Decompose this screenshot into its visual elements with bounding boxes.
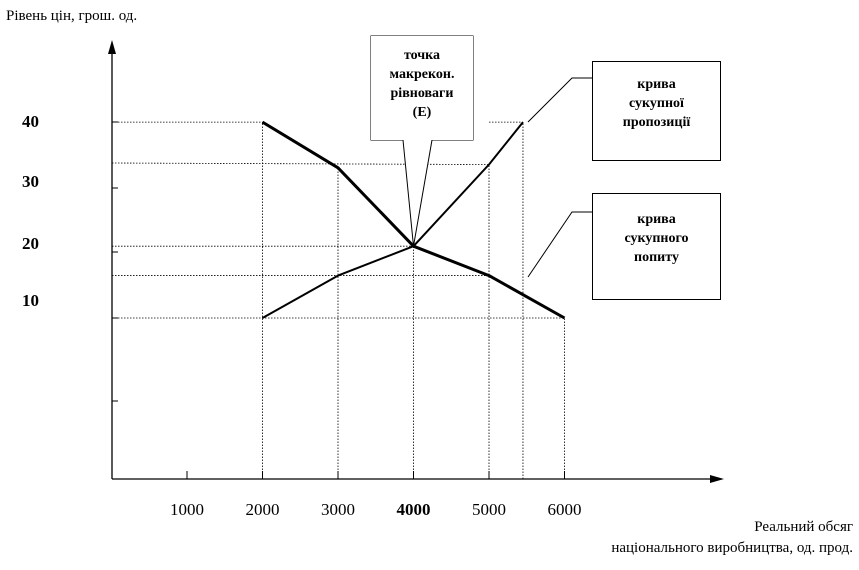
- x-tick-label: 3000: [321, 500, 355, 519]
- aggregate-supply-annotation-line: крива: [637, 77, 676, 92]
- aggregate-supply-curve: [262, 121, 524, 319]
- x-tick-label: 2000: [246, 500, 280, 519]
- equilibrium-annotation-line: (E): [412, 105, 432, 120]
- aggregate-demand-annotation-line: сукупного: [624, 231, 689, 246]
- tick-labels: 10 20 30 40 1000 2000 3000 4000 5000 6000: [22, 112, 582, 519]
- equilibrium-annotation: точка макрекон. рівноваги (E): [371, 36, 473, 140]
- x-tick-label: 1000: [170, 500, 204, 519]
- aggregate-demand-annotation: крива сукупного попиту: [592, 193, 721, 300]
- x-tick-label: 4000: [397, 500, 431, 519]
- aggregate-demand-pointer: [527, 211, 592, 278]
- equilibrium-annotation-line: рівноваги: [390, 86, 454, 101]
- x-tick-label: 6000: [548, 500, 582, 519]
- axes: [108, 40, 724, 483]
- y-tick-label: 20: [22, 234, 39, 253]
- y-axis-label: Рівень цін, грош. од.: [6, 8, 138, 24]
- x-axis-arrow-icon: [710, 475, 724, 483]
- equilibrium-annotation-line: макрекон.: [389, 67, 455, 82]
- x-axis-label-line1: Реальний обсяг: [754, 519, 853, 535]
- gridlines: [111, 121, 565, 479]
- aggregate-supply-annotation-line: сукупної: [629, 96, 684, 111]
- y-tick-label: 10: [22, 291, 39, 310]
- aggregate-demand-annotation-line: крива: [637, 212, 676, 227]
- aggregate-supply-annotation: крива сукупної пропозиції: [592, 61, 721, 161]
- aggregate-demand-annotation-line: попиту: [634, 250, 679, 265]
- aggregate-supply-annotation-line: пропозиції: [622, 115, 691, 130]
- x-tick-label: 5000: [472, 500, 506, 519]
- horizontal-guide-line: [111, 162, 490, 165]
- aggregate-supply-pointer: [527, 77, 592, 123]
- y-tick-label: 40: [22, 112, 39, 131]
- y-tick-label: 30: [22, 172, 39, 191]
- equilibrium-annotation-line: точка: [403, 48, 441, 63]
- x-axis-label-line2: національного виробництва, од. прод.: [611, 540, 853, 556]
- y-axis-arrow-icon: [108, 40, 116, 54]
